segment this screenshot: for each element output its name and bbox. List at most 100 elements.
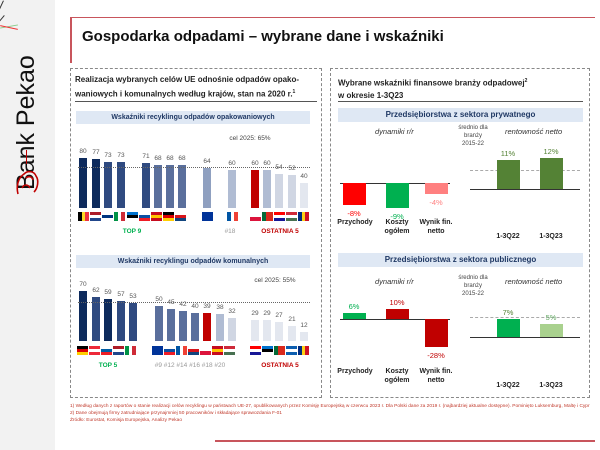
dynamics-value: -9% bbox=[390, 212, 404, 222]
profitability-label: rentowność netto bbox=[505, 277, 563, 286]
profitability-value: 11% bbox=[500, 149, 516, 159]
group-label: #18 bbox=[224, 228, 236, 235]
group-label: TOP 5 bbox=[98, 362, 118, 369]
profitability-label: rentowność netto bbox=[505, 127, 563, 136]
bar bbox=[263, 170, 271, 208]
category-label: Przychody bbox=[337, 219, 373, 226]
dynamics-bar bbox=[343, 313, 366, 319]
right-heading: Wybrane wskaźniki finansowe branży odpad… bbox=[338, 78, 528, 100]
axis-line bbox=[470, 337, 580, 338]
bar bbox=[117, 162, 125, 208]
bar-value: 42 bbox=[179, 301, 187, 309]
bar bbox=[300, 182, 308, 208]
dynamics-bar bbox=[425, 319, 448, 347]
divider bbox=[75, 101, 317, 102]
dynamics-bar bbox=[386, 183, 409, 209]
bar bbox=[203, 313, 211, 341]
bar bbox=[275, 173, 283, 208]
bar bbox=[154, 165, 162, 208]
bar bbox=[117, 300, 125, 341]
bar bbox=[288, 175, 296, 208]
flag-hu bbox=[224, 346, 235, 355]
flag-si bbox=[101, 346, 112, 355]
industry-average-label: średnio dla branży 2015-22 bbox=[458, 275, 488, 297]
bar-value: 38 bbox=[216, 304, 224, 312]
flag-ro bbox=[298, 212, 310, 221]
bar-value: 77 bbox=[92, 149, 100, 157]
profitability-bar bbox=[497, 160, 520, 189]
bar-value: 53 bbox=[129, 293, 137, 301]
period-label: 1-3Q23 bbox=[539, 233, 563, 240]
flag-it bbox=[125, 346, 137, 355]
bar bbox=[300, 332, 308, 341]
bar bbox=[79, 291, 87, 341]
profitability-value: 7% bbox=[502, 307, 514, 317]
bar bbox=[263, 320, 271, 341]
bar bbox=[251, 320, 259, 341]
flag-pl bbox=[200, 346, 211, 355]
private-band: Przedsiębiorstwa z sektora prywatnego bbox=[338, 108, 583, 122]
bar-value: 12 bbox=[300, 322, 308, 330]
bar-value: 80 bbox=[79, 147, 87, 155]
axis-line bbox=[470, 189, 580, 190]
bar-value: 59 bbox=[104, 289, 112, 297]
source-text: Źródło: Eurostat, Komisja Europejska, An… bbox=[70, 418, 182, 423]
dynamics-bar bbox=[425, 183, 448, 195]
bar-value: 68 bbox=[166, 155, 174, 163]
bar bbox=[228, 170, 236, 208]
footnotes: 1) Według danych z raportów o stanie rea… bbox=[70, 403, 590, 424]
bar bbox=[104, 299, 112, 341]
flag-pt bbox=[274, 346, 286, 355]
right-panel bbox=[330, 68, 590, 398]
bar bbox=[275, 321, 283, 341]
footnote-text: 1) Według danych z raportów o stanie rea… bbox=[70, 404, 590, 416]
title-box bbox=[70, 17, 595, 63]
industry-average-label: średnio dla branży 2015-22 bbox=[458, 125, 488, 147]
flag-it bbox=[114, 212, 126, 221]
period-label: 1-3Q22 bbox=[496, 382, 520, 389]
bar-value: 60 bbox=[228, 160, 236, 168]
flag-cz bbox=[175, 212, 186, 221]
bar-value: 68 bbox=[178, 155, 186, 163]
profitability-bar bbox=[540, 157, 563, 189]
packaging-target-label: cel 2025: 65% bbox=[229, 135, 271, 142]
flag-cz bbox=[188, 346, 199, 355]
category-label: Koszty ogółem bbox=[384, 219, 410, 235]
bar bbox=[191, 312, 199, 341]
logo-separator bbox=[26, 150, 27, 164]
category-label: Wynik fin. netto bbox=[419, 368, 453, 384]
bar-value: 57 bbox=[117, 290, 125, 298]
public-band: Przedsiębiorstwa z sektora publicznego bbox=[338, 253, 583, 267]
bar bbox=[216, 314, 224, 341]
dynamics-value: 10% bbox=[389, 298, 405, 307]
bar bbox=[167, 309, 175, 341]
bar-value: 64 bbox=[203, 157, 211, 165]
flag-ee bbox=[262, 346, 273, 355]
bar-value: 73 bbox=[104, 152, 112, 159]
page-title: Gospodarka odpadami – wybrane dane i wsk… bbox=[82, 28, 444, 45]
flag-fi bbox=[102, 212, 113, 221]
profitability-value: 5% bbox=[545, 313, 557, 322]
group-label: TOP 9 bbox=[122, 228, 142, 235]
sidebar bbox=[0, 0, 55, 450]
flag-eu bbox=[152, 346, 164, 355]
bar bbox=[288, 326, 296, 341]
flag-de bbox=[163, 212, 174, 221]
bar-value: 73 bbox=[117, 152, 125, 159]
bar-value: 50 bbox=[155, 295, 163, 303]
bar bbox=[228, 318, 236, 341]
bar-value: 21 bbox=[288, 316, 296, 324]
group-label: #9 #12 #14 #16 #18 #20 bbox=[154, 362, 226, 369]
flag-es bbox=[212, 346, 223, 355]
flag-eu bbox=[202, 212, 214, 221]
dynamics-value: 6% bbox=[348, 302, 360, 311]
industry-average-line bbox=[470, 316, 580, 318]
bar-value: 27 bbox=[275, 311, 283, 319]
bar bbox=[129, 303, 137, 341]
bar-value: 52 bbox=[288, 165, 296, 173]
flag-sk bbox=[164, 346, 175, 355]
left-heading: Realizacja wybranych celów UE odnośnie o… bbox=[75, 75, 300, 99]
bar-value: 39 bbox=[203, 303, 211, 311]
bar bbox=[79, 157, 87, 208]
packaging-band: Wskaźniki recyklingu odpadów opakowaniow… bbox=[76, 111, 310, 124]
